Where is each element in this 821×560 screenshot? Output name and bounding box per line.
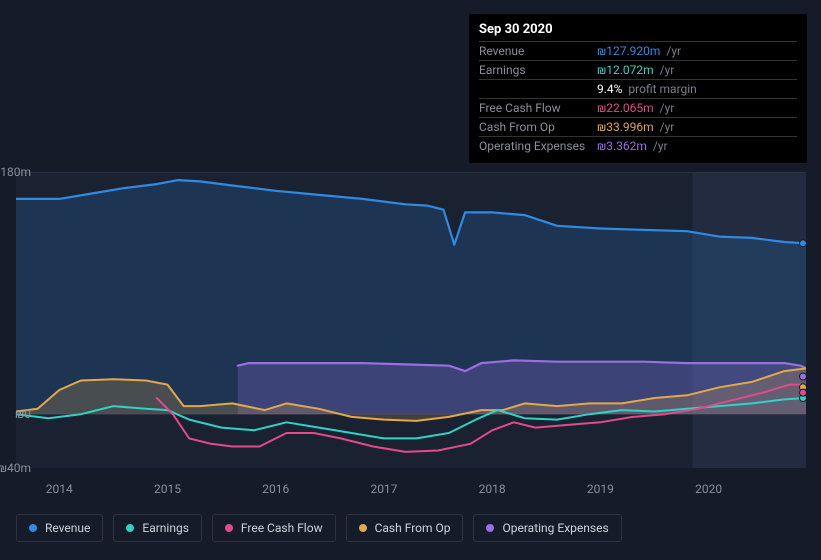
tooltip-row-label: Free Cash Flow bbox=[479, 99, 597, 118]
tooltip-row-label: Revenue bbox=[479, 42, 597, 61]
legend-item[interactable]: Cash From Op bbox=[346, 514, 464, 542]
legend-label: Cash From Op bbox=[375, 521, 451, 535]
x-axis-label: 2016 bbox=[262, 482, 289, 496]
legend-dot-icon bbox=[126, 524, 134, 532]
tooltip-row-label: Operating Expenses bbox=[479, 137, 597, 156]
tooltip-row-value: ₪22.065m /yr bbox=[597, 99, 797, 118]
tooltip-row: Earnings₪12.072m /yr bbox=[479, 61, 797, 80]
x-axis-label: 2017 bbox=[370, 482, 397, 496]
legend-label: Earnings bbox=[142, 521, 189, 535]
x-axis-label: 2015 bbox=[154, 482, 181, 496]
tooltip-row: Free Cash Flow₪22.065m /yr bbox=[479, 99, 797, 118]
tooltip-row-value: ₪3.362m /yr bbox=[597, 137, 797, 156]
legend-item[interactable]: Earnings bbox=[113, 514, 202, 542]
legend-item[interactable]: Revenue bbox=[16, 514, 103, 542]
tooltip-row-value: 9.4% profit margin bbox=[597, 80, 797, 99]
tooltip-row-value: ₪33.996m /yr bbox=[597, 118, 797, 137]
legend-label: Free Cash Flow bbox=[241, 521, 323, 535]
x-axis-label: 2020 bbox=[695, 482, 722, 496]
legend-dot-icon bbox=[225, 524, 233, 532]
tooltip-row-label: Earnings bbox=[479, 61, 597, 80]
legend-dot-icon bbox=[359, 524, 367, 532]
tooltip-row: 9.4% profit margin bbox=[479, 80, 797, 99]
tooltip-date: Sep 30 2020 bbox=[479, 20, 797, 41]
legend-dot-icon bbox=[486, 524, 494, 532]
tooltip-row-value: ₪12.072m /yr bbox=[597, 61, 797, 80]
tooltip-row: Operating Expenses₪3.362m /yr bbox=[479, 137, 797, 156]
y-axis-label: -₪40m bbox=[0, 461, 31, 475]
chart-svg bbox=[16, 172, 806, 468]
tooltip-table: Revenue₪127.920m /yrEarnings₪12.072m /yr… bbox=[479, 41, 797, 155]
y-axis-label: ₪180m bbox=[0, 165, 31, 179]
y-axis-label: ₪0 bbox=[0, 407, 31, 421]
chart-area[interactable] bbox=[16, 172, 806, 468]
legend-label: Revenue bbox=[45, 521, 90, 535]
legend-label: Operating Expenses bbox=[502, 521, 608, 535]
legend: Revenue Earnings Free Cash Flow Cash From O… bbox=[16, 514, 622, 542]
tooltip-row-label: Cash From Op bbox=[479, 118, 597, 137]
x-axis-label: 2018 bbox=[479, 482, 506, 496]
tooltip-row: Cash From Op₪33.996m /yr bbox=[479, 118, 797, 137]
tooltip-row-label bbox=[479, 80, 597, 99]
tooltip-panel: Sep 30 2020 Revenue₪127.920m /yrEarnings… bbox=[469, 14, 807, 163]
x-axis-label: 2014 bbox=[46, 482, 73, 496]
legend-dot-icon bbox=[29, 524, 37, 532]
tooltip-row: Revenue₪127.920m /yr bbox=[479, 42, 797, 61]
legend-item[interactable]: Operating Expenses bbox=[473, 514, 621, 542]
legend-item[interactable]: Free Cash Flow bbox=[212, 514, 336, 542]
x-axis-label: 2019 bbox=[587, 482, 614, 496]
tooltip-row-value: ₪127.920m /yr bbox=[597, 42, 797, 61]
